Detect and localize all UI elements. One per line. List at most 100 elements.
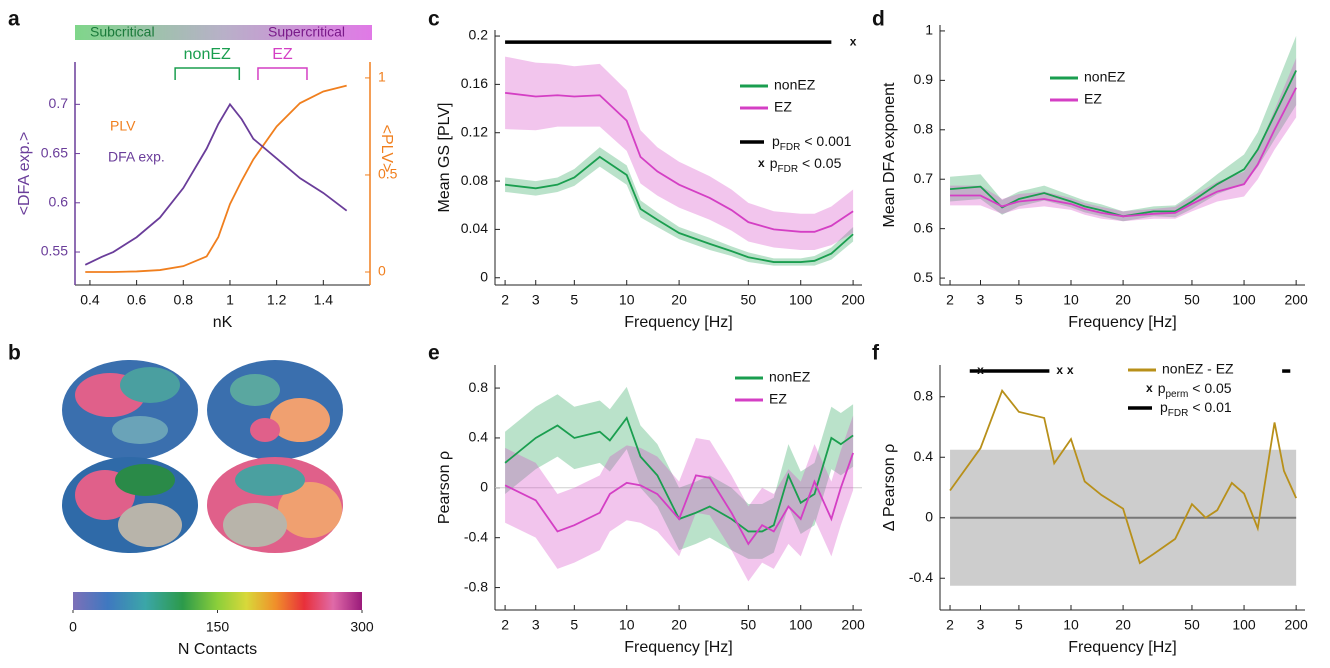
x-axis-label: nK	[213, 314, 233, 331]
series-line	[504, 452, 854, 546]
note-text: < 0.001	[804, 133, 851, 149]
x-tick-label: 0.8	[174, 292, 194, 308]
legend-label: EZ	[1084, 91, 1102, 107]
series-line	[950, 87, 1297, 218]
panel-label: d	[872, 8, 885, 31]
x-tick-label: 50	[1184, 292, 1200, 308]
x-tick-label: 100	[789, 617, 813, 633]
x-axis-label: Frequency [Hz]	[624, 314, 732, 331]
x-tick-label: 5	[1015, 617, 1023, 633]
x-tick-label: 2	[946, 292, 954, 308]
error-band	[505, 415, 854, 582]
note-subscript: FDR	[1168, 408, 1189, 419]
y-tick-label: 0.6	[49, 193, 69, 209]
note-subscript: FDR	[780, 142, 801, 153]
x-tick-label: 300	[350, 619, 374, 635]
note-subscript: perm	[1165, 389, 1188, 400]
y-axis-label: Mean GS [PLV]	[436, 103, 453, 213]
note-symbol: p	[1160, 399, 1168, 415]
y-tick-label: 0.9	[914, 71, 934, 87]
note-text: < 0.01	[1192, 399, 1232, 415]
y-tick-label: 0	[480, 268, 488, 284]
x-tick-label: 200	[1284, 292, 1308, 308]
x-tick-label: 20	[1115, 292, 1131, 308]
significance-mark: x	[1056, 363, 1063, 377]
note-prefix: x	[1146, 381, 1153, 395]
y2-tick-label: 0	[378, 263, 386, 279]
legend-label: EZ	[769, 391, 787, 407]
brain-image	[62, 360, 343, 553]
series-label: PLV	[110, 118, 136, 134]
legend-label: nonEZ - EZ	[1162, 361, 1234, 377]
y2-tick-label: 0.5	[378, 166, 398, 182]
y-tick-label: 0.7	[49, 95, 69, 111]
x-tick-label: 200	[841, 292, 865, 308]
series-line	[949, 388, 1297, 565]
legend-note: x pFDR < 0.05	[758, 155, 842, 175]
legend-note: pFDR < 0.01	[1160, 399, 1232, 419]
x-axis-label: Frequency [Hz]	[624, 639, 732, 656]
x-tick-label: 2	[501, 292, 509, 308]
x-tick-label: 5	[570, 617, 578, 633]
x-tick-label: 0	[69, 619, 77, 635]
y-tick-label: 0	[480, 479, 488, 495]
y-tick-label: 0.65	[41, 144, 68, 160]
y-tick-label: 0.55	[41, 243, 68, 259]
regime-bar	[75, 25, 372, 40]
y2-axis-label: <PLV>	[378, 125, 395, 173]
legend-label: EZ	[774, 99, 792, 115]
significance-mark: x	[850, 34, 857, 48]
x-tick-label: 1.2	[267, 292, 287, 308]
range-bracket	[257, 67, 308, 80]
note-symbol: p	[1158, 380, 1166, 396]
error-band	[505, 56, 854, 250]
y-tick-label: 0.08	[461, 172, 488, 188]
x-tick-label: 150	[206, 619, 230, 635]
regime-label: Supercritical	[268, 24, 345, 40]
y-tick-label: 0.4	[914, 448, 934, 464]
x-tick-label: 1.4	[314, 292, 334, 308]
y-axis-label: Mean DFA exponent	[881, 82, 898, 228]
legend-note: pFDR < 0.001	[772, 133, 852, 153]
y-tick-label: -0.8	[464, 578, 488, 594]
y-tick-label: 0.6	[914, 219, 934, 235]
error-band	[505, 386, 854, 559]
x-tick-label: 200	[1284, 617, 1308, 633]
x-tick-label: 20	[1115, 617, 1131, 633]
series-line	[504, 91, 854, 233]
x-tick-label: 10	[619, 292, 635, 308]
y-tick-label: 0.8	[914, 387, 934, 403]
y-tick-label: 0.12	[461, 123, 488, 139]
note-prefix: x	[758, 156, 765, 170]
legend-label: nonEZ	[1084, 69, 1126, 85]
x-tick-label: 100	[1232, 292, 1256, 308]
x-tick-label: 10	[1063, 617, 1079, 633]
series-line	[85, 84, 347, 273]
legend-label: nonEZ	[769, 369, 811, 385]
y-tick-label: 0.2	[469, 27, 489, 43]
panel-label: b	[8, 342, 21, 365]
note-symbol: p	[770, 155, 778, 171]
x-axis-label: Frequency [Hz]	[1068, 639, 1176, 656]
x-tick-label: 3	[532, 292, 540, 308]
range-label: nonEZ	[184, 46, 231, 63]
x-tick-label: 0.4	[80, 292, 100, 308]
y-tick-label: 0.7	[914, 170, 934, 186]
range-label: EZ	[272, 46, 293, 63]
y-tick-label: 0.5	[914, 269, 934, 285]
significance-mark: x	[1067, 363, 1074, 377]
x-tick-label: 10	[619, 617, 635, 633]
x-tick-label: 20	[671, 617, 687, 633]
x-tick-label: 10	[1063, 292, 1079, 308]
y-axis-label: <DFA exp.>	[16, 132, 33, 216]
panel-label: f	[872, 342, 880, 365]
x-tick-label: 100	[789, 292, 813, 308]
legend-label: nonEZ	[774, 77, 816, 93]
x-tick-label: 50	[741, 292, 757, 308]
panel-label: a	[8, 8, 20, 31]
panel-label: e	[428, 342, 440, 365]
x-tick-label: 3	[977, 292, 985, 308]
series-label: DFA exp.	[108, 149, 165, 165]
y-axis-label: Pearson ρ	[436, 451, 453, 524]
